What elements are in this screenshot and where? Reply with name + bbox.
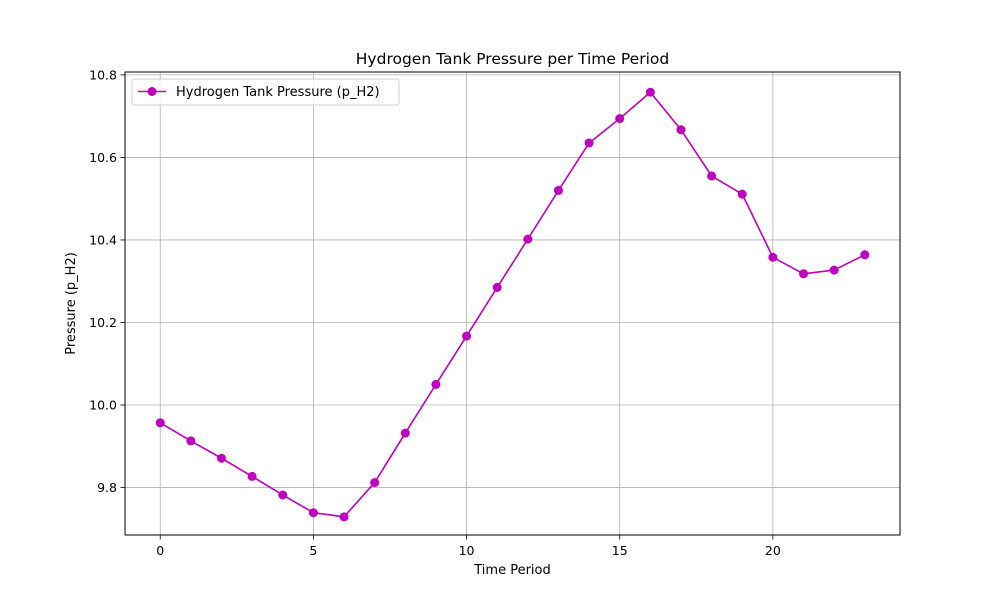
data-point	[615, 114, 625, 124]
data-point	[707, 171, 717, 181]
x-tick-label: 10	[459, 543, 475, 558]
y-tick-label: 10.4	[89, 232, 117, 247]
data-point	[247, 471, 257, 481]
data-point	[186, 436, 196, 446]
y-tick-label: 10.2	[89, 315, 117, 330]
data-point	[492, 282, 502, 292]
data-point	[768, 252, 778, 262]
data-point	[400, 428, 410, 438]
x-tick-label: 20	[765, 543, 781, 558]
data-point	[308, 508, 318, 518]
legend-box	[131, 78, 400, 106]
legend: Hydrogen Tank Pressure (p_H2)	[131, 78, 400, 106]
data-point	[737, 189, 747, 199]
data-point	[829, 265, 839, 275]
data-point	[278, 490, 288, 500]
data-point	[523, 234, 533, 244]
plot-frame	[124, 71, 901, 536]
x-tick-label: 15	[612, 543, 628, 558]
y-axis-label: Pressure (p_H2)	[64, 252, 79, 355]
data-point	[339, 512, 349, 522]
x-tick-label: 5	[309, 543, 317, 558]
series-line	[159, 91, 866, 518]
x-axis-label: Time Period	[473, 563, 550, 578]
y-tick-label: 9.8	[97, 480, 117, 495]
y-tick-label: 10.8	[89, 67, 117, 82]
data-point	[645, 87, 655, 97]
legend-marker-swatch	[147, 87, 157, 96]
data-point	[676, 125, 686, 135]
legend-label: Hydrogen Tank Pressure (p_H2)	[176, 85, 380, 100]
grid	[125, 72, 900, 535]
axes: 0 5 10 15 20 9.8 10.0 10.2 10.4 10.6 10.8	[89, 67, 781, 558]
data-point	[370, 478, 380, 488]
series-layer	[155, 87, 870, 522]
y-tick-label: 10.6	[89, 150, 117, 165]
data-point	[462, 331, 472, 341]
data-point	[860, 250, 870, 260]
data-point	[799, 269, 809, 279]
data-point	[584, 138, 594, 148]
y-tick-label: 10.0	[89, 398, 117, 413]
x-tick-label: 0	[156, 543, 164, 558]
chart-title: Hydrogen Tank Pressure per Time Period	[356, 50, 669, 68]
data-point	[155, 418, 165, 428]
data-point	[553, 185, 563, 195]
data-point	[216, 453, 226, 463]
data-point	[431, 379, 441, 389]
